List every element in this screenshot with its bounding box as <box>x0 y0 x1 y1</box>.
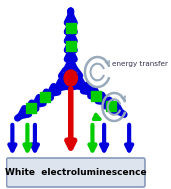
Text: White  electroluminescence: White electroluminescence <box>5 168 147 177</box>
Text: energy transfer: energy transfer <box>113 61 168 67</box>
FancyBboxPatch shape <box>6 158 145 187</box>
Circle shape <box>64 70 77 86</box>
